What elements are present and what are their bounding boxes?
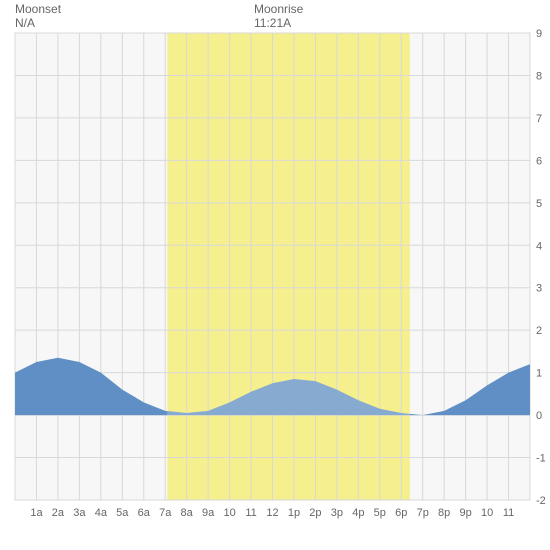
- x-tick-label: 5a: [116, 507, 129, 519]
- x-tick-label: 10: [481, 507, 493, 519]
- y-tick-label: 9: [536, 28, 542, 40]
- moonset-label: Moonset N/A: [15, 2, 61, 30]
- x-tick-label: 4p: [352, 507, 364, 519]
- x-tick-label: 11: [245, 507, 256, 519]
- x-tick-label: 5p: [374, 507, 386, 519]
- x-tick-label: 8p: [438, 507, 450, 519]
- x-tick-label: 10: [223, 507, 235, 519]
- x-tick-label: 6a: [138, 507, 151, 519]
- x-tick-label: 11: [503, 507, 514, 519]
- daylight-band: [167, 33, 409, 500]
- x-tick-label: 4a: [95, 507, 108, 519]
- x-tick-label: 1p: [288, 507, 300, 519]
- y-tick-label: 1: [536, 368, 542, 380]
- y-tick-label: 6: [536, 155, 542, 167]
- moonrise-value: 11:21A: [254, 16, 291, 30]
- x-tick-label: 9p: [460, 507, 472, 519]
- y-tick-label: -1: [536, 453, 546, 465]
- chart-svg: -2-101234567891a2a3a4a5a6a7a8a9a1011121p…: [0, 0, 550, 550]
- tide-chart: Moonset N/A Moonrise 11:21A -2-101234567…: [0, 0, 550, 550]
- x-tick-label: 1a: [30, 507, 43, 519]
- y-tick-label: 5: [536, 198, 542, 210]
- x-tick-label: 2p: [309, 507, 321, 519]
- y-tick-label: 3: [536, 283, 542, 295]
- x-tick-label: 2a: [52, 507, 65, 519]
- y-tick-label: -2: [536, 495, 546, 507]
- moonset-value: N/A: [15, 16, 35, 30]
- x-tick-label: 12: [266, 507, 278, 519]
- x-tick-label: 9a: [202, 507, 215, 519]
- x-tick-label: 3a: [73, 507, 86, 519]
- x-tick-label: 7p: [417, 507, 429, 519]
- y-tick-label: 4: [536, 240, 542, 252]
- y-tick-label: 0: [536, 410, 542, 422]
- x-tick-label: 8a: [181, 507, 194, 519]
- moonrise-title: Moonrise: [254, 2, 303, 16]
- moonset-title: Moonset: [15, 2, 61, 16]
- y-tick-label: 8: [536, 70, 542, 82]
- x-tick-label: 3p: [331, 507, 343, 519]
- y-tick-label: 7: [536, 113, 542, 125]
- x-tick-label: 6p: [395, 507, 407, 519]
- x-tick-label: 7a: [159, 507, 172, 519]
- y-tick-label: 2: [536, 325, 542, 337]
- moonrise-label: Moonrise 11:21A: [254, 2, 303, 30]
